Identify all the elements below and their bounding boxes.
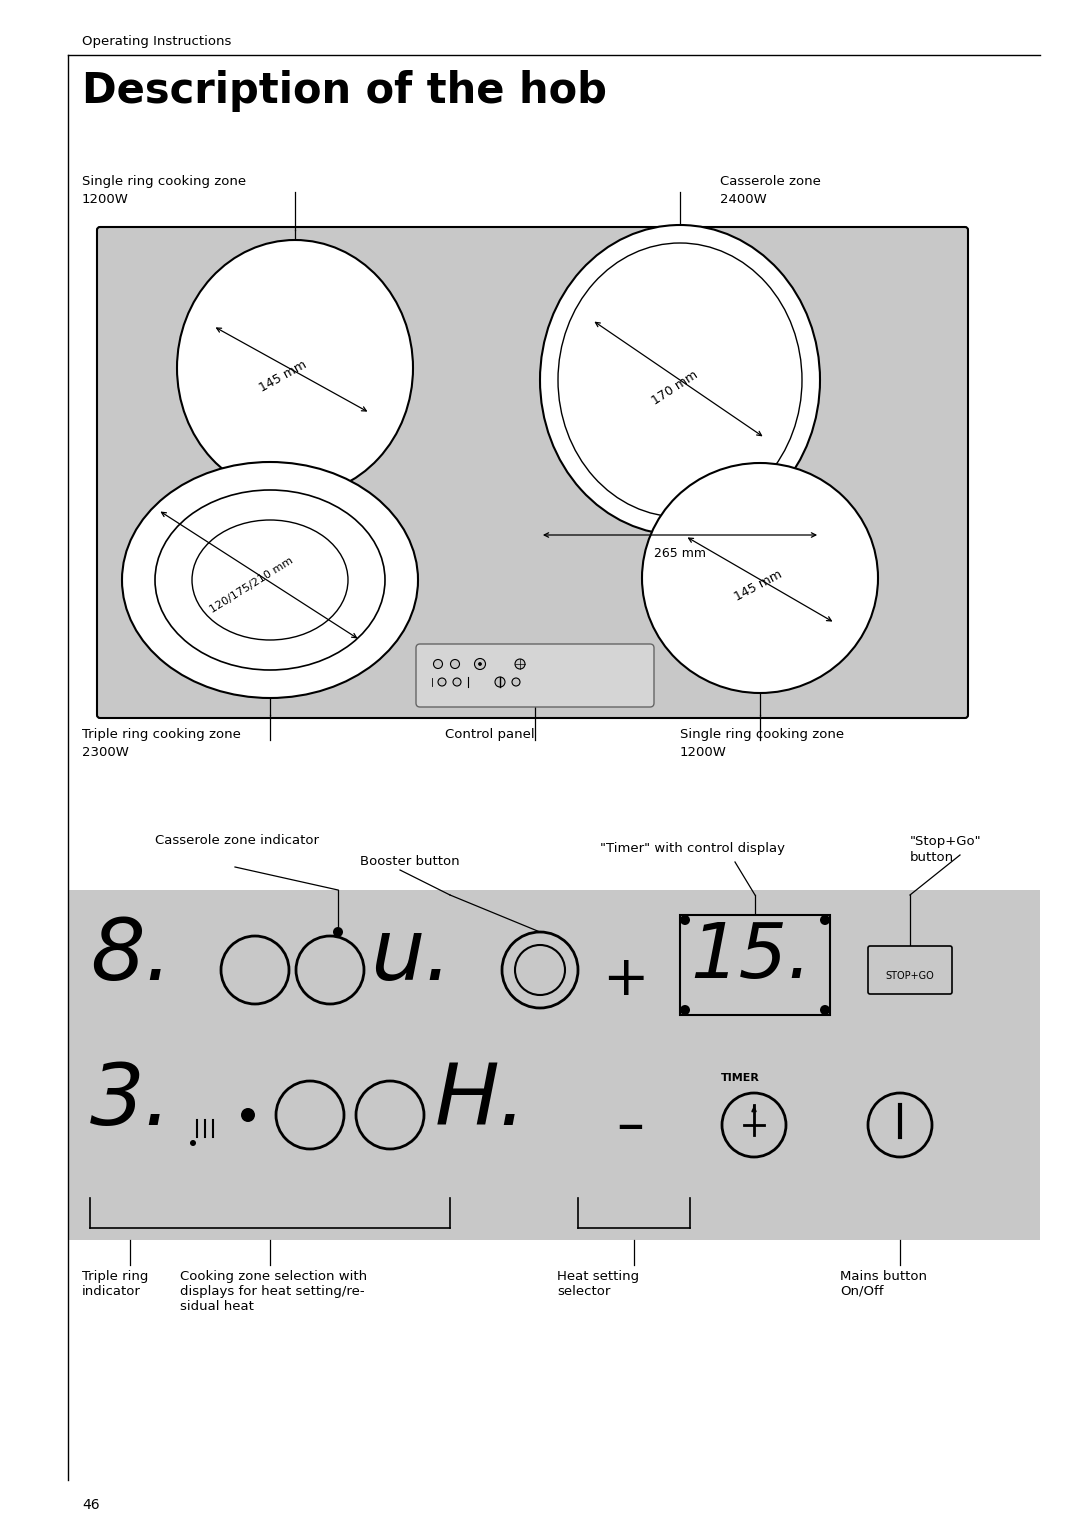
Text: H.: H. <box>435 1060 527 1144</box>
Ellipse shape <box>177 240 413 495</box>
FancyBboxPatch shape <box>68 890 1040 1240</box>
Circle shape <box>474 659 486 670</box>
Text: Control panel: Control panel <box>445 728 535 742</box>
Text: 15.: 15. <box>690 920 811 994</box>
Circle shape <box>680 914 690 925</box>
Circle shape <box>820 914 831 925</box>
Ellipse shape <box>192 520 348 641</box>
Text: –: – <box>477 680 483 691</box>
Ellipse shape <box>558 243 802 517</box>
Text: Mains button
On/Off: Mains button On/Off <box>840 1271 927 1298</box>
Ellipse shape <box>156 489 384 670</box>
FancyBboxPatch shape <box>680 914 831 1015</box>
Circle shape <box>502 933 578 1008</box>
Text: 1200W: 1200W <box>82 193 129 206</box>
Text: Description of the hob: Description of the hob <box>82 70 607 112</box>
Text: u.: u. <box>370 914 453 998</box>
FancyBboxPatch shape <box>416 644 654 706</box>
Circle shape <box>276 1081 345 1148</box>
Text: +: + <box>492 664 500 673</box>
Circle shape <box>478 662 482 665</box>
Circle shape <box>333 927 343 937</box>
Text: Cooking zone selection with
displays for heat setting/re-
sidual heat: Cooking zone selection with displays for… <box>180 1271 367 1313</box>
Text: Operating Instructions: Operating Instructions <box>82 35 231 47</box>
Text: Triple ring cooking zone: Triple ring cooking zone <box>82 728 241 742</box>
Text: 120/175/210 mm: 120/175/210 mm <box>208 555 296 615</box>
Text: +: + <box>602 953 648 1008</box>
Ellipse shape <box>122 462 418 699</box>
Circle shape <box>190 1141 195 1147</box>
Circle shape <box>438 677 446 687</box>
Circle shape <box>723 1093 786 1157</box>
Circle shape <box>241 1109 255 1122</box>
Circle shape <box>450 659 459 668</box>
Circle shape <box>495 677 505 687</box>
Circle shape <box>868 1093 932 1157</box>
Text: Single ring cooking zone: Single ring cooking zone <box>82 174 246 188</box>
Text: 3.: 3. <box>90 1060 172 1144</box>
Text: 2300W: 2300W <box>82 746 129 758</box>
Text: 145 mm: 145 mm <box>732 569 784 604</box>
Text: Triple ring
indicator: Triple ring indicator <box>82 1271 148 1298</box>
Circle shape <box>680 1005 690 1015</box>
Text: Heat setting
selector: Heat setting selector <box>557 1271 639 1298</box>
Text: 265 mm: 265 mm <box>654 547 706 560</box>
FancyBboxPatch shape <box>97 226 968 719</box>
Text: "Timer" with control display: "Timer" with control display <box>600 842 785 855</box>
Circle shape <box>356 1081 424 1148</box>
Text: Booster button: Booster button <box>360 855 460 868</box>
Circle shape <box>433 659 443 668</box>
Text: TIMER: TIMER <box>720 1073 759 1083</box>
Text: 2400W: 2400W <box>720 193 767 206</box>
Circle shape <box>296 936 364 1005</box>
Text: –: – <box>616 1099 644 1154</box>
Ellipse shape <box>540 225 820 535</box>
Circle shape <box>820 1005 831 1015</box>
Circle shape <box>221 936 289 1005</box>
Text: Casserole zone: Casserole zone <box>720 174 821 188</box>
FancyBboxPatch shape <box>868 946 951 994</box>
Text: button: button <box>910 852 954 864</box>
Text: STOP+GO: STOP+GO <box>886 971 934 982</box>
Circle shape <box>453 677 461 687</box>
Text: 8.: 8. <box>90 914 172 998</box>
Circle shape <box>515 659 525 670</box>
Text: 170 mm: 170 mm <box>649 368 701 408</box>
Text: 145 mm: 145 mm <box>257 358 309 394</box>
Text: Single ring cooking zone: Single ring cooking zone <box>680 728 845 742</box>
Circle shape <box>515 945 565 995</box>
Circle shape <box>512 677 519 687</box>
Text: 1200W: 1200W <box>680 746 727 758</box>
Text: Casserole zone indicator: Casserole zone indicator <box>156 833 319 847</box>
Ellipse shape <box>642 463 878 693</box>
Text: 46: 46 <box>82 1498 99 1512</box>
Text: "Stop+Go": "Stop+Go" <box>910 835 982 849</box>
